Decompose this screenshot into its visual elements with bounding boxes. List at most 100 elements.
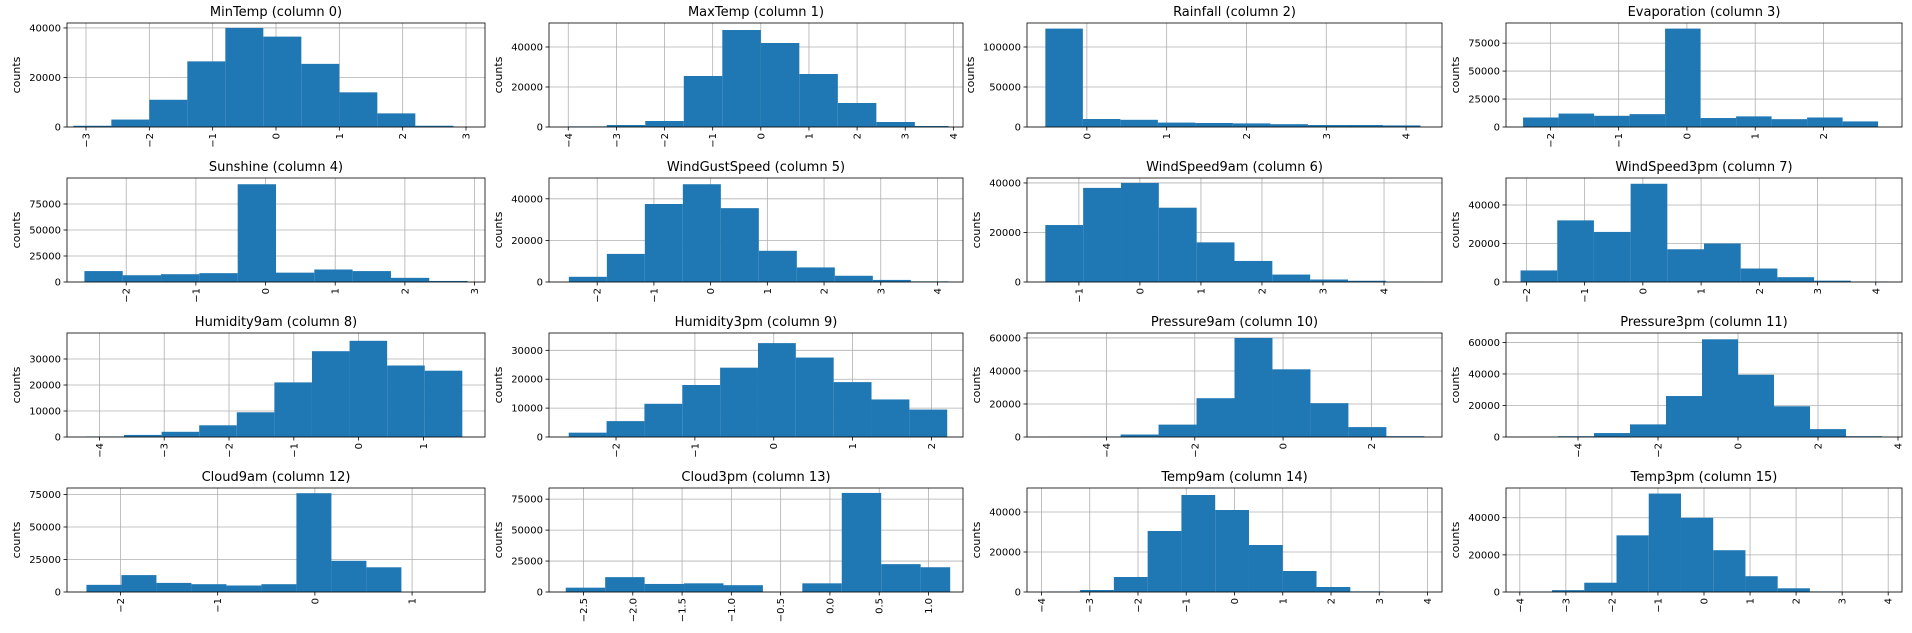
windspeed3pm-bar-1 <box>1557 220 1594 282</box>
pressure3pm-bar-7 <box>1774 406 1810 437</box>
windspeed9am-xtick-label-3: 2 <box>1257 288 1268 294</box>
mintemp-bar-7 <box>339 92 378 127</box>
sunshine-bar-5 <box>276 272 315 282</box>
maxtemp-bar-2 <box>645 121 684 127</box>
humidity3pm-ytick-label-2: 20000 <box>511 375 543 386</box>
mintemp-bar-8 <box>377 113 416 127</box>
chart-windspeed3pm: −2 −1 0 1 2 3 4 0 20000 40000 counts WindSpeed3pm (… <box>1449 160 1903 303</box>
evaporation-ytick-label-3: 75000 <box>1468 39 1500 50</box>
evaporation-xtick-label-3: 1 <box>1751 133 1762 139</box>
maxtemp-title: MaxTemp (column 1) <box>688 5 824 20</box>
windgustspeed-ylabel: counts <box>492 211 505 248</box>
humidity3pm-bar-1 <box>606 421 645 437</box>
cloud3pm-bar-2 <box>644 583 685 592</box>
temp3pm-xtick-label-6: 2 <box>1792 598 1803 604</box>
cloud9am-bar-4 <box>226 585 262 592</box>
evaporation-ytick-label-2: 50000 <box>1468 67 1500 78</box>
temp3pm-bar-4 <box>1648 493 1681 592</box>
mintemp-ytick-label-2: 40000 <box>29 23 61 34</box>
temp3pm-xtick-label-5: 1 <box>1746 598 1757 604</box>
cloud9am-bar-3 <box>191 584 227 592</box>
rainfall-title: Rainfall (column 2) <box>1173 5 1296 20</box>
cloud3pm-bar-4 <box>723 585 763 592</box>
temp3pm-ytick-label-0: 0 <box>1494 588 1500 599</box>
pressure3pm-ytick-label-1: 20000 <box>1468 401 1500 412</box>
rainfall-bar-8 <box>1345 125 1383 127</box>
humidity3pm-axes-frame <box>548 332 964 438</box>
windgustspeed-ytick-label-1: 20000 <box>511 236 543 247</box>
evaporation-bar-8 <box>1807 117 1843 127</box>
windspeed9am-ytick-label-0: 0 <box>1015 278 1021 289</box>
pressure3pm-bar-5 <box>1702 339 1738 437</box>
temp9am-xtick-label-0: −4 <box>1037 598 1048 613</box>
windgustspeed-bar-2 <box>644 204 683 282</box>
sunshine-xtick-label-0: −2 <box>122 288 133 303</box>
cloud3pm-xtick-label-6: 0.5 <box>875 598 886 614</box>
humidity9am-xtick-label-5: 1 <box>419 443 430 449</box>
evaporation-bar-6 <box>1736 116 1772 127</box>
pressure9am-ytick-label-1: 20000 <box>989 399 1021 410</box>
windspeed9am-bar-5 <box>1234 260 1273 282</box>
rainfall-xtick-label-0: 0 <box>1082 133 1093 139</box>
pressure9am-xtick-label-1: −2 <box>1190 443 1201 458</box>
temp9am-xtick-label-5: 1 <box>1278 598 1289 604</box>
windspeed3pm-axes-frame <box>1505 177 1903 283</box>
humidity3pm-bar-7 <box>833 382 872 437</box>
cloud3pm-bar-0 <box>565 587 606 592</box>
cloud3pm-xtick-label-7: 1.0 <box>924 598 935 614</box>
maxtemp-axes-frame <box>548 22 964 128</box>
cloud3pm-bar-3 <box>684 583 724 592</box>
maxtemp-xtick-label-4: 0 <box>756 133 767 139</box>
rainfall-xtick-label-2: 2 <box>1242 133 1253 139</box>
humidity9am-ytick-label-1: 10000 <box>29 407 61 418</box>
windspeed3pm-bar-3 <box>1630 183 1668 282</box>
temp3pm-xtick-label-2: −2 <box>1607 598 1618 613</box>
cloud9am-bar-7 <box>331 560 367 592</box>
windgustspeed-xtick-label-3: 1 <box>763 288 774 294</box>
humidity3pm-bar-2 <box>644 403 683 437</box>
evaporation-title: Evaporation (column 3) <box>1628 5 1781 20</box>
cloud3pm-bar-9 <box>920 567 951 592</box>
evaporation-xtick-label-2: 0 <box>1682 133 1693 139</box>
windgustspeed-title: WindGustSpeed (column 5) <box>667 160 845 175</box>
humidity3pm-title: Humidity3pm (column 9) <box>675 315 838 330</box>
windspeed9am-bar-3 <box>1158 207 1197 282</box>
humidity9am-xtick-label-3: −1 <box>289 443 300 458</box>
windgustspeed-xtick-label-1: −1 <box>649 288 660 303</box>
cloud9am-bar-1 <box>121 575 157 592</box>
evaporation-xtick-label-1: −1 <box>1614 133 1625 148</box>
windspeed3pm-bar-4 <box>1667 249 1704 282</box>
humidity9am-ytick-label-3: 30000 <box>29 355 61 366</box>
humidity9am-xtick-label-4: 0 <box>354 443 365 449</box>
humidity3pm-bar-9 <box>909 409 948 437</box>
windspeed9am-bar-0 <box>1045 225 1084 282</box>
humidity3pm-bar-5 <box>757 343 796 437</box>
humidity9am-bar-8 <box>387 365 425 437</box>
windgustspeed-bar-5 <box>758 250 797 282</box>
temp9am-xtick-label-3: −1 <box>1182 598 1193 613</box>
windspeed3pm-xtick-label-2: 0 <box>1638 288 1649 294</box>
maxtemp-xtick-label-5: 1 <box>804 133 815 139</box>
mintemp-xtick-label-0: −3 <box>82 133 93 148</box>
evaporation-bar-2 <box>1594 115 1630 127</box>
pressure3pm-xtick-label-3: 2 <box>1814 443 1825 449</box>
evaporation-bar-4 <box>1665 28 1701 127</box>
cloud3pm-ytick-label-2: 50000 <box>511 526 543 537</box>
rainfall-xtick-label-1: 1 <box>1162 133 1173 139</box>
temp3pm-ylabel: counts <box>1449 521 1462 558</box>
humidity9am-bar-5 <box>274 382 312 437</box>
windgustspeed-bar-6 <box>796 267 835 282</box>
humidity3pm-xtick-label-0: −2 <box>612 443 623 458</box>
windgustspeed-xtick-label-6: 4 <box>933 288 944 294</box>
windspeed3pm-bar-8 <box>1814 280 1851 282</box>
humidity9am-bar-6 <box>311 351 350 437</box>
windspeed3pm-ytick-label-0: 0 <box>1494 278 1500 289</box>
windgustspeed-bar-0 <box>568 276 607 282</box>
cloud9am-ytick-label-1: 25000 <box>29 555 61 566</box>
rainfall-xtick-label-3: 3 <box>1322 133 1333 139</box>
sunshine-title: Sunshine (column 4) <box>209 160 343 175</box>
maxtemp-bar-7 <box>837 103 877 127</box>
cloud9am-bar-8 <box>366 567 402 592</box>
cloud3pm-ytick-label-0: 0 <box>537 588 543 599</box>
evaporation-ylabel: counts <box>1449 56 1462 93</box>
